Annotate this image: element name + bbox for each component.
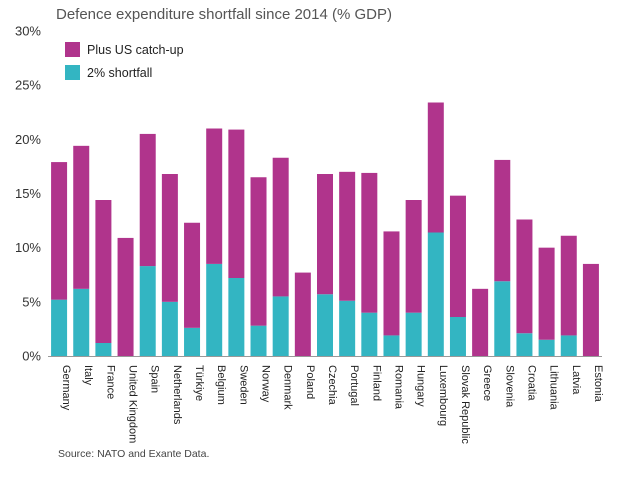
- x-tick-label: Sweden: [237, 365, 249, 405]
- bar-segment: [161, 174, 178, 302]
- x-tick-label: Poland: [304, 365, 316, 399]
- bar-segment: [339, 300, 356, 356]
- bar-segment: [560, 335, 577, 356]
- bar-segment: [317, 174, 333, 295]
- bar-segment: [361, 172, 378, 313]
- bar-segment: [139, 266, 156, 356]
- bar-segment: [538, 247, 555, 340]
- y-tick-label: 15%: [15, 186, 41, 201]
- source-note: Source: NATO and Exante Data.: [58, 448, 210, 460]
- bar-group: [51, 102, 599, 356]
- bar-segment: [582, 263, 599, 356]
- bar-segment: [73, 288, 90, 356]
- bar-segment: [206, 128, 223, 264]
- x-tick-label: Estonia: [592, 365, 604, 403]
- bar-segment: [494, 281, 511, 356]
- y-tick-label: 25%: [15, 78, 41, 93]
- bar-segment: [117, 237, 134, 356]
- x-tick-label: Romania: [392, 365, 404, 410]
- legend-swatch: [65, 42, 80, 57]
- y-tick-label: 0%: [22, 349, 41, 364]
- x-axis: Germany Italy France United Kingdom Spain Net…: [60, 365, 604, 444]
- bar-segment: [538, 339, 555, 356]
- bar-segment: [139, 133, 156, 267]
- bar-segment: [184, 222, 201, 328]
- x-tick-label: Greece: [481, 365, 493, 401]
- bar-segment: [405, 200, 422, 313]
- x-tick-label: Lithuania: [548, 365, 560, 411]
- bar-segment: [95, 343, 112, 356]
- bar-segment: [184, 327, 201, 356]
- bar-segment: [206, 263, 223, 356]
- bar-segment: [449, 195, 466, 317]
- bar-segment: [383, 231, 400, 336]
- x-tick-label: Belgium: [215, 365, 227, 405]
- x-tick-label: Norway: [260, 365, 272, 403]
- bar-segment: [272, 157, 289, 297]
- bar-segment: [73, 145, 90, 289]
- legend-swatch: [65, 65, 80, 80]
- bar-segment: [449, 317, 466, 356]
- x-tick-label: Croatia: [525, 365, 537, 401]
- bar-segment: [250, 325, 267, 356]
- bar-segment: [427, 102, 444, 233]
- bar-segment: [472, 288, 489, 356]
- bar-segment: [272, 296, 289, 356]
- x-tick-label: Hungary: [415, 365, 427, 407]
- y-tick-label: 20%: [15, 132, 41, 147]
- bar-segment: [294, 272, 311, 356]
- bar-segment: [427, 232, 444, 356]
- legend-label: Plus US catch-up: [87, 43, 184, 57]
- x-tick-label: Türkiye: [193, 365, 205, 401]
- bar-segment: [95, 200, 112, 343]
- chart-title: Defence expenditure shortfall since 2014…: [56, 6, 393, 23]
- x-tick-label: Netherlands: [171, 365, 183, 425]
- x-tick-label: Spain: [149, 365, 161, 393]
- y-tick-label: 5%: [22, 294, 41, 309]
- bar-segment: [405, 312, 422, 356]
- bar-segment: [228, 129, 245, 278]
- bar-segment: [161, 301, 178, 356]
- x-tick-label: Slovenia: [503, 365, 515, 408]
- bar-segment: [516, 333, 533, 356]
- legend-label: 2% shortfall: [87, 66, 152, 80]
- bar-segment: [51, 162, 68, 300]
- bar-segment: [560, 235, 577, 336]
- x-tick-label: Denmark: [282, 365, 294, 410]
- y-axis: 0% 5% 10% 15% 20% 25% 30%: [15, 24, 41, 364]
- x-tick-label: United Kingdom: [127, 365, 139, 443]
- legend: Plus US catch-up 2% shortfall: [65, 42, 184, 80]
- bar-segment: [516, 219, 533, 334]
- x-tick-label: France: [104, 365, 116, 399]
- bar-segment: [228, 278, 245, 356]
- bar-segment: [361, 312, 378, 356]
- y-tick-label: 10%: [15, 240, 41, 255]
- x-tick-label: Portugal: [348, 365, 360, 406]
- bar-segment: [494, 159, 511, 282]
- x-tick-label: Czechia: [326, 365, 338, 406]
- y-tick-label: 30%: [15, 24, 41, 39]
- bar-segment: [250, 177, 267, 326]
- x-tick-label: Latvia: [570, 365, 582, 395]
- bar-segment: [339, 171, 356, 301]
- bar-segment: [383, 335, 400, 356]
- bar-segment: [317, 294, 333, 356]
- bar-segment: [51, 299, 68, 356]
- x-tick-label: Germany: [60, 365, 72, 411]
- x-tick-label: Italy: [82, 365, 94, 386]
- x-tick-label: Luxembourg: [437, 365, 449, 426]
- x-tick-label: Finland: [370, 365, 382, 401]
- x-tick-label: Slovak Republic: [459, 365, 471, 444]
